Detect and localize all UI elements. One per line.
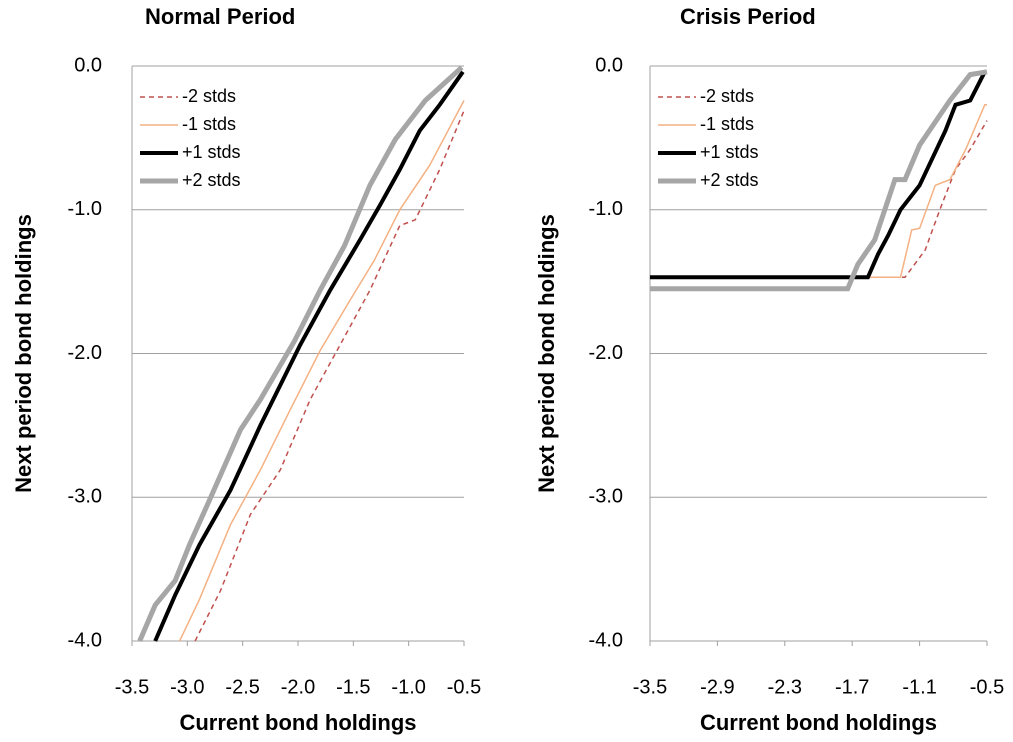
series-line	[153, 70, 465, 642]
y-tick-label: -3.0	[68, 486, 102, 508]
y-tick-label: -2.0	[589, 342, 623, 364]
x-axis-label: Current bond holdings	[179, 710, 416, 735]
legend-label: -1 stds	[182, 114, 236, 134]
y-axis-label: Next period bond holdings	[534, 214, 559, 493]
series-line	[650, 69, 988, 292]
x-axis-label: Current bond holdings	[700, 710, 937, 735]
series-line	[194, 110, 465, 642]
legend-label: +1 stds	[182, 142, 241, 162]
series-line	[137, 65, 464, 642]
legend-label: +2 stds	[700, 170, 759, 190]
x-tick-label: -2.3	[768, 676, 802, 698]
x-tick-label: -3.5	[633, 676, 667, 698]
x-tick-label: -1.5	[336, 676, 370, 698]
y-tick-label: -4.0	[589, 629, 623, 651]
x-tick-label: -3.0	[170, 676, 204, 698]
x-tick-label: -1.0	[391, 676, 425, 698]
y-tick-label: -2.0	[68, 342, 102, 364]
y-tick-label: 0.0	[74, 54, 102, 76]
y-tick-label: -3.0	[589, 486, 623, 508]
series-line	[650, 70, 987, 280]
legend-label: +1 stds	[700, 142, 759, 162]
x-tick-label: -2.0	[281, 676, 315, 698]
x-tick-label: -2.5	[225, 676, 259, 698]
chart-title: Normal Period	[145, 4, 295, 29]
x-tick-label: -2.9	[700, 676, 734, 698]
legend-label: +2 stds	[182, 170, 241, 190]
y-tick-label: -1.0	[589, 198, 623, 220]
x-tick-label: -0.5	[970, 676, 1004, 698]
series-line	[650, 120, 988, 279]
series-line	[650, 104, 987, 279]
y-tick-label: 0.0	[595, 54, 623, 76]
x-tick-label: -1.7	[835, 676, 869, 698]
x-tick-label: -1.1	[902, 676, 936, 698]
chart-title: Crisis Period	[680, 4, 816, 29]
y-tick-label: -4.0	[68, 629, 102, 651]
legend-label: -2 stds	[700, 86, 754, 106]
legend-label: -2 stds	[182, 86, 236, 106]
y-tick-label: -1.0	[68, 198, 102, 220]
x-tick-label: -0.5	[447, 676, 481, 698]
x-tick-label: -3.5	[115, 676, 149, 698]
y-axis-label: Next period bond holdings	[11, 214, 36, 493]
legend-label: -1 stds	[700, 114, 754, 134]
series-line	[178, 100, 465, 642]
